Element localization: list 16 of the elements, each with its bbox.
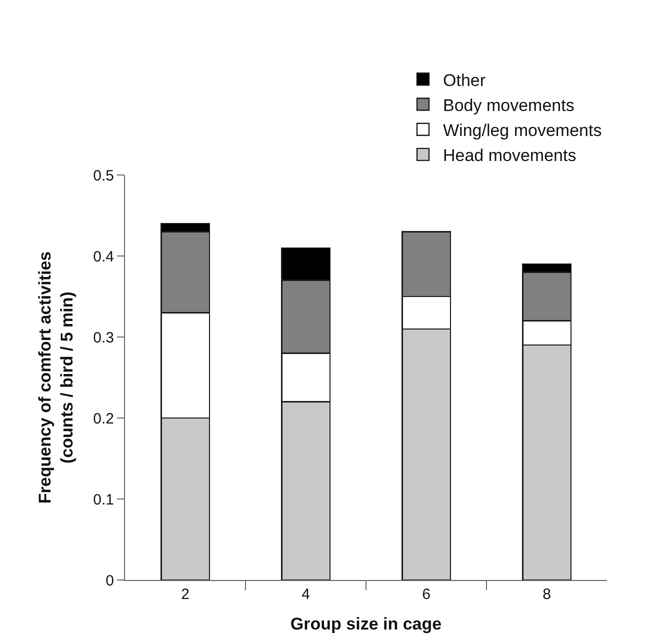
legend-label: Head movements	[443, 146, 576, 166]
x-tick-label: 4	[302, 586, 310, 603]
y-tick-label: 0.3	[93, 329, 114, 346]
legend-label: Wing/leg movements	[443, 120, 602, 140]
x-tick-label: 6	[422, 586, 430, 603]
y-tick-label: 0.2	[93, 410, 114, 428]
legend-label: Body movements	[443, 96, 574, 115]
y-tick-label: 0.5	[93, 167, 114, 184]
legend-label: Other	[443, 70, 486, 90]
x-tick-label: 8	[542, 586, 551, 603]
y-axis-title: Frequency of comfort activities (counts / bird / 5 min)	[36, 251, 77, 504]
y-tick-label: 0	[106, 572, 114, 590]
x-axis-title: Group size in cage	[290, 614, 442, 634]
y-tick-label: 0.1	[93, 491, 114, 508]
x-tick-label: 2	[181, 586, 190, 603]
y-tick-label: 0.4	[93, 248, 114, 266]
